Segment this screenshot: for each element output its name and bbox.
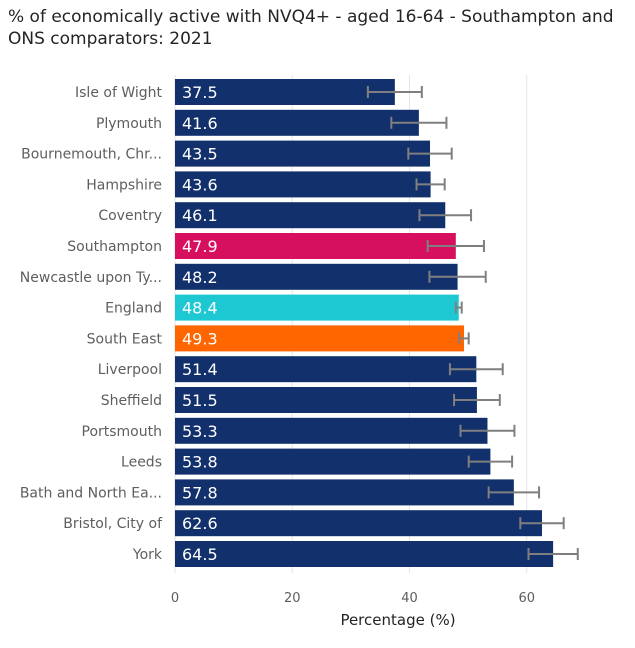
value-label: 51.4 (182, 360, 218, 379)
value-label: 51.5 (182, 391, 218, 410)
error-bar (454, 301, 463, 314)
bars (175, 79, 554, 567)
bar[interactable] (175, 202, 446, 229)
bar[interactable] (175, 417, 488, 444)
error-bar (407, 147, 453, 160)
bar[interactable] (175, 387, 477, 413)
error-bar (428, 270, 487, 283)
category-label: York (132, 547, 163, 563)
error-bar (527, 548, 579, 560)
value-label: 41.6 (182, 114, 218, 133)
bar[interactable] (175, 541, 554, 567)
error-bar (487, 486, 541, 499)
category-labels: Isle of Wight Plymouth Bournemouth, Chr...… (20, 85, 163, 563)
x-axis-title: Percentage (%) (340, 611, 455, 629)
value-labels: 37.5 41.6 43.5 43.6 46.1 47.9 48.2 48.4 49.3 51.4… (182, 83, 218, 564)
chart-title: % of economically active with NVQ4+ - ag… (8, 7, 614, 49)
category-label: Coventry (98, 208, 162, 224)
bar[interactable] (175, 356, 477, 383)
value-label: 48.2 (182, 268, 218, 287)
error-bar (426, 240, 485, 252)
error-bar (453, 394, 501, 406)
value-label: 64.5 (182, 545, 218, 564)
x-tick-label: 0 (171, 591, 179, 606)
value-label: 47.9 (182, 237, 218, 256)
x-tick-label: 40 (401, 591, 418, 606)
category-label: Bristol, City of (63, 516, 163, 532)
value-label: 37.5 (182, 83, 218, 102)
error-bars (366, 86, 579, 560)
bar[interactable] (175, 448, 491, 475)
bar[interactable] (175, 325, 465, 352)
value-label: 57.8 (182, 483, 218, 502)
bar[interactable] (175, 294, 459, 321)
value-label: 53.8 (182, 453, 218, 472)
error-bar (459, 424, 516, 437)
error-bar (467, 455, 514, 468)
bar[interactable] (175, 140, 431, 167)
value-label: 43.6 (182, 175, 218, 194)
category-label: Isle of Wight (75, 85, 163, 101)
bar[interactable] (175, 171, 431, 198)
category-label: Hampshire (86, 177, 162, 193)
category-label: Plymouth (96, 116, 162, 132)
error-bar (458, 332, 470, 345)
category-label: Sheffield (101, 393, 162, 409)
error-bar (519, 517, 565, 530)
category-label: Southampton (67, 239, 162, 255)
category-label: Portsmouth (82, 424, 163, 440)
bar[interactable] (175, 263, 458, 290)
value-label: 49.3 (182, 329, 218, 348)
value-label: 48.4 (182, 299, 218, 318)
bar[interactable] (175, 109, 419, 136)
bar[interactable] (175, 479, 514, 506)
category-label: Leeds (121, 455, 162, 471)
x-tick-labels: 0 20 40 60 (171, 591, 535, 606)
error-bar (448, 363, 504, 376)
category-label: South East (87, 331, 163, 347)
category-label: Bath and North Ea... (20, 485, 162, 501)
error-bar (415, 178, 446, 191)
value-label: 53.3 (182, 422, 218, 441)
bar[interactable] (175, 79, 395, 105)
category-label: Liverpool (98, 362, 162, 378)
error-bar (390, 116, 448, 129)
value-label: 43.5 (182, 145, 218, 164)
value-label: 62.6 (182, 514, 218, 533)
x-tick-label: 60 (518, 591, 535, 606)
value-label: 46.1 (182, 206, 218, 225)
error-bar (366, 86, 423, 98)
x-tick-label: 20 (284, 591, 301, 606)
bar[interactable] (175, 510, 542, 537)
error-bar (418, 209, 473, 222)
category-label: Bournemouth, Chr... (21, 147, 162, 163)
bar[interactable] (175, 233, 456, 259)
category-label: England (105, 301, 162, 317)
category-label: Newcastle upon Ty... (20, 270, 162, 286)
